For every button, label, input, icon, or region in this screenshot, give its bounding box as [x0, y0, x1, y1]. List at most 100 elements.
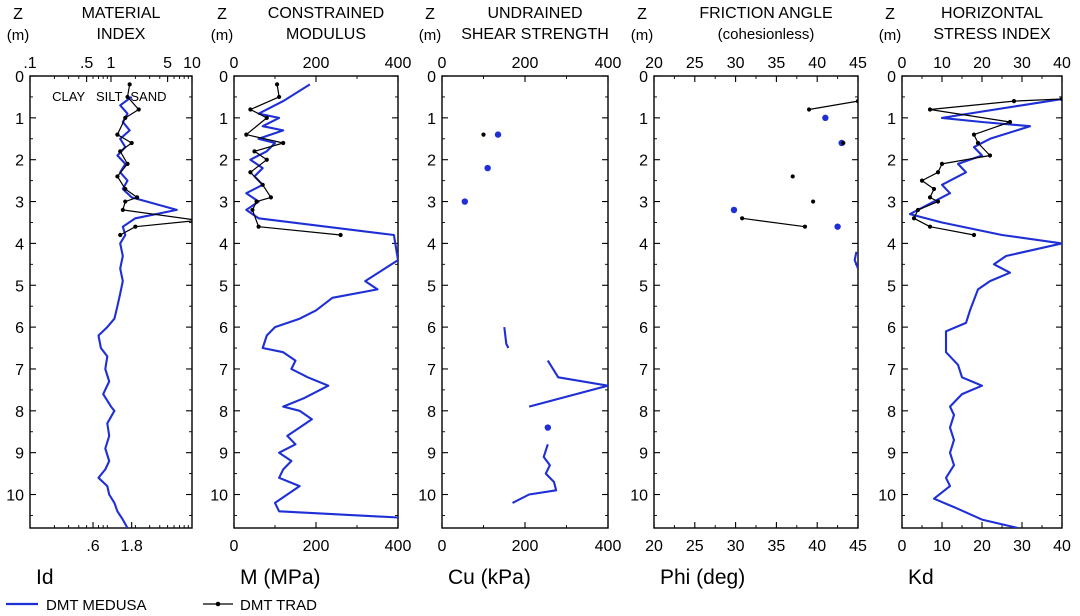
- trad-data-point: [244, 132, 249, 137]
- trad-data-point: [931, 186, 937, 192]
- medusa-data-point: [730, 206, 738, 214]
- y-tick-label: 0: [219, 69, 228, 86]
- y-tick-label: 6: [639, 320, 648, 337]
- y-tick-label: 7: [15, 362, 24, 379]
- trad-data-point: [129, 140, 134, 146]
- medusa-data-point: [484, 164, 491, 172]
- x-bottom-tick-label: 30: [727, 538, 745, 555]
- x-bottom-tick-label: 40: [808, 538, 826, 555]
- series-group: [244, 82, 398, 519]
- panel-title-line-2: MODULUS: [286, 26, 366, 43]
- x-bottom-tick-label: 200: [303, 538, 330, 555]
- y-tick-label: 10: [630, 488, 648, 505]
- panel-title-line-2: (cohesionless): [718, 26, 815, 43]
- y-tick-label: 6: [15, 320, 24, 337]
- x-top-tick-label: 5: [163, 55, 172, 72]
- y-tick-label: 8: [15, 404, 24, 421]
- x-bottom-tick-label: 400: [595, 538, 622, 555]
- trad-data-point: [118, 149, 123, 154]
- trad-data-point: [927, 107, 933, 112]
- trad-data-point: [256, 224, 261, 229]
- x-top-tick-label: 40: [1053, 55, 1071, 72]
- y-tick-label: 6: [887, 320, 896, 337]
- y-tick-label: 4: [639, 236, 648, 253]
- medusa-series-line: [97, 96, 178, 528]
- trad-data-point: [971, 132, 977, 137]
- x-top-tick-label: 30: [727, 55, 745, 72]
- x-top-tick-label: 400: [595, 55, 622, 72]
- panel-title-line-2: INDEX: [97, 26, 146, 43]
- panel-title-line-2: STRESS INDEX: [933, 26, 1051, 43]
- trad-data-point: [196, 218, 200, 222]
- panel-4: Z(m)FRICTION ANGLE(cohesionless)01234567…: [630, 5, 867, 589]
- x-top-tick-label: 400: [385, 55, 412, 72]
- soil-zone-label: CLAY: [52, 89, 85, 104]
- y-tick-label: 6: [219, 320, 228, 337]
- x-bottom-tick-label: 45: [849, 538, 867, 555]
- medusa-data-point: [494, 131, 502, 138]
- z-axis-label: Z: [13, 6, 23, 23]
- x-top-tick-label: 40: [808, 55, 826, 72]
- y-tick-label: 3: [887, 195, 896, 212]
- medusa-data-point: [834, 223, 841, 230]
- legend-trad-marker: [215, 601, 221, 607]
- trad-data-point: [248, 107, 253, 112]
- x-axis-label: Id: [36, 566, 54, 589]
- y-tick-label: 8: [219, 404, 228, 421]
- trad-data-point: [127, 82, 132, 87]
- medusa-series-line: [245, 83, 398, 519]
- y-tick-label: 3: [427, 195, 436, 212]
- trad-data-point: [855, 99, 858, 104]
- y-tick-label: 1: [219, 111, 228, 128]
- trad-data-point: [123, 199, 128, 204]
- medusa-series-line: [908, 97, 1062, 528]
- y-tick-label: 1: [639, 111, 648, 128]
- panel-frame: [653, 75, 859, 529]
- x-top-tick-label: 10: [933, 55, 951, 72]
- trad-data-point: [911, 216, 917, 221]
- y-tick-label: 5: [427, 278, 436, 295]
- trad-series-line: [742, 217, 806, 228]
- y-tick-label: 9: [639, 446, 648, 463]
- x-top-tick-label: 20: [645, 55, 663, 72]
- x-top-tick-label: .1: [23, 55, 36, 72]
- z-axis-label: Z: [637, 6, 647, 23]
- medusa-series-segment: [528, 360, 608, 408]
- panel-frame: [441, 75, 609, 529]
- x-top-tick-label: 1: [107, 55, 116, 72]
- y-tick-label: 0: [15, 69, 24, 86]
- x-axis-label: Kd: [908, 566, 934, 589]
- y-tick-label: 1: [427, 111, 436, 128]
- trad-data-point: [264, 115, 269, 120]
- z-axis-unit: (m): [879, 27, 902, 44]
- trad-data-point: [927, 224, 933, 229]
- x-bottom-tick-label: 0: [898, 538, 907, 555]
- x-top-tick-label: 35: [768, 55, 786, 72]
- trad-data-point: [254, 199, 259, 204]
- panel-title-line-1: CONSTRAINED: [268, 5, 384, 22]
- trad-data-point: [123, 115, 128, 120]
- panel-title-line-1: UNDRAINED: [487, 5, 582, 22]
- y-tick-label: 7: [887, 362, 896, 379]
- trad-data-point: [125, 161, 130, 166]
- x-axis-label: Phi (deg): [660, 566, 745, 589]
- y-tick-label: 10: [210, 488, 228, 505]
- y-tick-label: 9: [427, 446, 436, 463]
- y-tick-label: 4: [219, 236, 228, 253]
- panel-title-line-1: HORIZONTAL: [941, 5, 1043, 22]
- y-tick-label: 10: [6, 488, 24, 505]
- panel-1: Z (m) MATERIAL INDEX 0 1 2 3 4 5 6 7 8 9 10 .1 .5 1 5 10 .6 1…: [6, 5, 201, 589]
- medusa-data-point: [822, 114, 829, 122]
- x-bottom-tick-label: 200: [512, 538, 539, 555]
- x-top-tick-label: 200: [512, 55, 539, 72]
- y-tick-label: 2: [15, 153, 24, 170]
- x-bottom-tick-label: 35: [768, 538, 786, 555]
- trad-data-point: [274, 82, 280, 87]
- trad-data-point: [281, 140, 286, 146]
- y-tick-label: 1: [15, 111, 24, 128]
- x-bottom-tick-label: 0: [230, 538, 239, 555]
- x-bottom-tick-label: .6: [86, 538, 99, 555]
- y-tick-label: 7: [219, 362, 228, 379]
- trad-data-point: [277, 94, 282, 100]
